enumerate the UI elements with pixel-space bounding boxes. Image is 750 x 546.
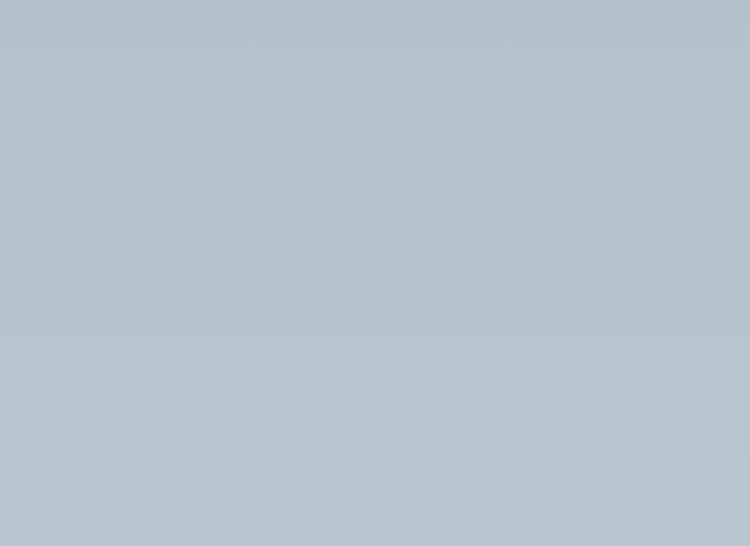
- decal-artwork: [0, 0, 750, 546]
- decal-sheet: [0, 0, 750, 546]
